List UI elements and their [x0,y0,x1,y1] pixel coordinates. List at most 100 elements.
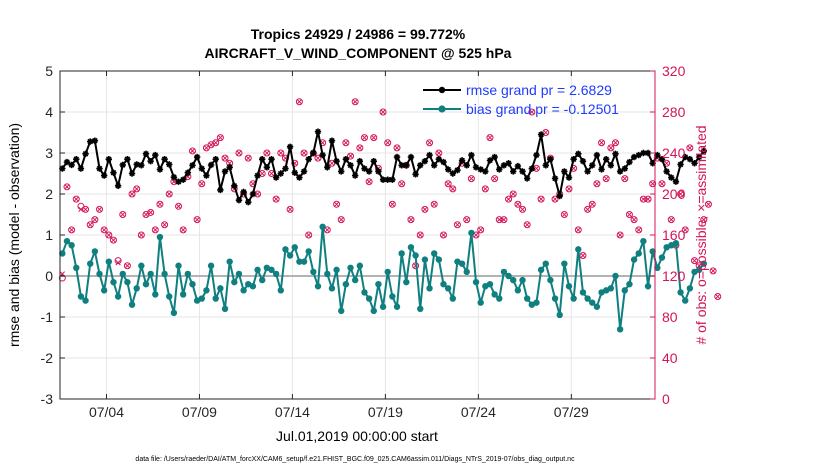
rmse-point [393,153,401,161]
y-left-tick-label: 5 [45,63,53,79]
obs-possible-point [453,221,461,229]
obs-assimilated-point [333,201,340,207]
obs-assimilated-point [357,145,363,151]
rmse-point [551,175,559,182]
obs-assimilated-point [64,184,70,190]
y-axis-left: -3 -2 -1 0 1 2 3 4 5 [41,63,65,407]
bias-point [393,303,401,310]
obs-possible-point [658,180,666,188]
rmse-point [412,171,419,178]
obs-assimilated-point [715,293,721,300]
rmse-point [254,172,261,179]
obs-assimilated-point [505,196,512,202]
obs-assimilated-point [408,216,414,223]
rmse-point [263,164,271,171]
rmse-point [528,165,536,172]
obs-possible-point [365,178,373,186]
x-tick-label: 07/29 [554,404,589,420]
obs-assimilated-point [236,150,242,156]
obs-possible-point [681,226,689,234]
obs-possible-point [72,195,80,203]
obs-possible-point [337,216,345,224]
bias-point [491,291,498,298]
bias-point [435,256,443,263]
bias-point [417,305,424,312]
rmse-point [198,165,205,172]
rmse-point [621,165,628,172]
bias-point [500,268,508,276]
obs-possible-point [96,205,104,213]
obs-possible-point [691,257,699,265]
legend: rmse grand pr = 2.6829 bias grand pr = -… [423,82,619,117]
rmse-point [124,155,131,163]
obs-assimilated-point [622,175,628,182]
rmse-point [542,162,549,169]
obs-assimilated-point [115,260,121,266]
obs-possible-point [565,185,573,193]
bias-point [63,237,71,245]
obs-assimilated-point [524,222,530,228]
y-left-tick-label: -3 [41,391,54,407]
obs-possible-point [430,200,438,208]
bias-point [496,295,503,302]
obs-possible-point [500,216,508,224]
legend-bias-marker [438,105,446,113]
obs-assimilated-point [134,186,140,192]
bias-point [203,287,210,294]
bias-point [142,281,150,288]
rmse-point [91,137,99,144]
rmse-point [77,165,85,172]
bias-point [226,258,233,265]
obs-possible-point [700,216,708,224]
bias-point [370,307,377,315]
bias-point [593,303,601,310]
bias-point [198,295,205,302]
rmse-point [668,174,675,181]
bias-point [463,268,470,276]
obs-assimilated-point [203,145,210,151]
bias-point [682,297,689,304]
obs-assimilated-point [478,227,484,233]
obs-possible-point [105,231,113,239]
obs-assimilated-point [87,222,93,228]
obs-possible-point [333,200,341,208]
bias-point [305,248,312,255]
obs-possible-point [156,200,164,208]
legend-bias-label: bias grand pr = -0.12501 [466,101,619,117]
bias-point [133,285,140,292]
bias-point [259,276,266,284]
rmse-point [602,155,610,163]
rmse-point [640,149,647,157]
obs-assimilated-point [584,206,591,213]
bias-point [449,295,456,302]
rmse-point [444,166,452,173]
rmse-point [147,158,154,165]
bias-point [510,276,517,284]
rmse-point [468,151,475,159]
obs-assimilated-point [120,211,126,218]
data-file-footer: data file: /Users/raeder/DAI/ATM_forcXX/… [135,456,575,463]
y-left-tick-label: 3 [45,145,53,161]
obs-possible-point [537,195,545,203]
obs-possible-point [388,200,396,208]
obs-possible-point [667,216,675,224]
rmse-point [189,162,196,169]
bias-point [356,262,364,269]
obs-assimilated-point [189,148,196,154]
obs-possible-point [509,190,517,198]
obs-assimilated-point [515,201,521,207]
rmse-point [193,153,201,161]
bias-point [231,278,238,286]
bias-point [217,285,224,292]
bias-point [365,295,373,302]
bias-point [124,278,131,286]
rmse-point [73,155,80,163]
rmse-point [105,155,113,163]
bias-point [616,326,624,333]
obs-assimilated-point [454,222,461,228]
bias-point [421,256,429,263]
obs-assimilated-point [431,201,437,207]
legend-rmse-marker [438,86,446,94]
bias-point [235,270,243,278]
rmse-point [491,153,498,161]
